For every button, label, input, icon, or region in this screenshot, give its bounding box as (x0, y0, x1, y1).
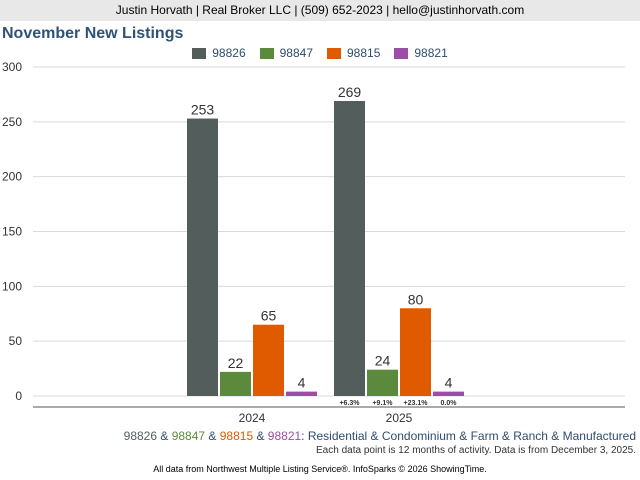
series-caption: 98826 & 98847 & 98815 & 98821: Residenti… (0, 429, 636, 443)
caption-part: 98821 (267, 429, 302, 443)
caption-part: 98847 (171, 429, 206, 443)
contact-text: Justin Horvath | Real Broker LLC | (509)… (115, 3, 525, 17)
caption-part: & (157, 429, 172, 443)
bar-value-label: 65 (261, 308, 277, 324)
y-tick-label: 0 (15, 389, 22, 403)
bar-chart: 0 50 100 150 200 250 300 253 22 65 4 2024 269 +6.3% 24… (2, 60, 625, 425)
legend-label: 98815 (347, 46, 381, 60)
y-tick-label: 50 (9, 334, 23, 348)
source-footer: All data from Northwest Multiple Listing… (153, 464, 487, 474)
change-label: +23.1% (404, 400, 429, 407)
data-note: Each data point is 12 months of activity… (316, 445, 636, 456)
y-tick-label: 200 (2, 170, 22, 184)
change-label: +6.3% (339, 400, 360, 407)
caption-part: : Residential & Condominium & Farm & Ran… (301, 429, 636, 443)
legend-item-2[interactable]: 98815 (327, 44, 380, 62)
bar-98847-2025 (367, 369, 398, 396)
y-tick-label: 100 (2, 279, 22, 293)
bar-98821-2024 (286, 391, 317, 396)
bar-value-label: 22 (228, 355, 244, 371)
y-tick-label: 150 (2, 225, 22, 239)
bar-value-label: 253 (191, 102, 215, 118)
y-tick-label: 300 (2, 60, 22, 74)
caption-part: 98815 (219, 429, 254, 443)
bar-value-label: 24 (375, 353, 391, 369)
legend-label: 98847 (279, 46, 313, 60)
legend-label: 98821 (414, 46, 448, 60)
legend-item-1[interactable]: 98847 (259, 44, 313, 62)
legend-item-0[interactable]: 98826 (192, 44, 246, 62)
bar-value-label: 4 (298, 375, 306, 391)
x-tick-label: 2024 (239, 411, 266, 425)
bar-98821-2025 (433, 391, 464, 396)
x-tick-label: 2025 (386, 411, 413, 425)
caption-part: 98826 (123, 429, 158, 443)
legend-swatch (327, 47, 341, 59)
change-label: 0.0% (441, 400, 458, 407)
bar-98815-2025 (400, 308, 431, 396)
caption-part: & (205, 429, 220, 443)
chart-title: November New Listings (2, 25, 184, 42)
change-label: +9.1% (372, 400, 393, 407)
bar-98826-2025 (334, 100, 365, 396)
legend-swatch (394, 47, 409, 59)
bar-value-label: 80 (408, 291, 424, 307)
legend-item-3[interactable]: 98821 (394, 44, 448, 62)
bar-98815-2024 (253, 324, 284, 396)
y-tick-label: 250 (2, 115, 22, 129)
legend-swatch (259, 47, 274, 59)
legend-swatch (192, 47, 207, 59)
bar-98847-2024 (220, 371, 251, 396)
contact-bar: Justin Horvath | Real Broker LLC | (509)… (0, 0, 640, 21)
bar-98826-2024 (187, 118, 218, 396)
bar-value-label: 4 (445, 375, 453, 391)
legend-label: 98826 (212, 46, 246, 60)
caption-part: & (253, 429, 268, 443)
chart-legend: 98826 98847 98815 98821 (0, 44, 640, 62)
bar-value-label: 269 (338, 84, 362, 100)
